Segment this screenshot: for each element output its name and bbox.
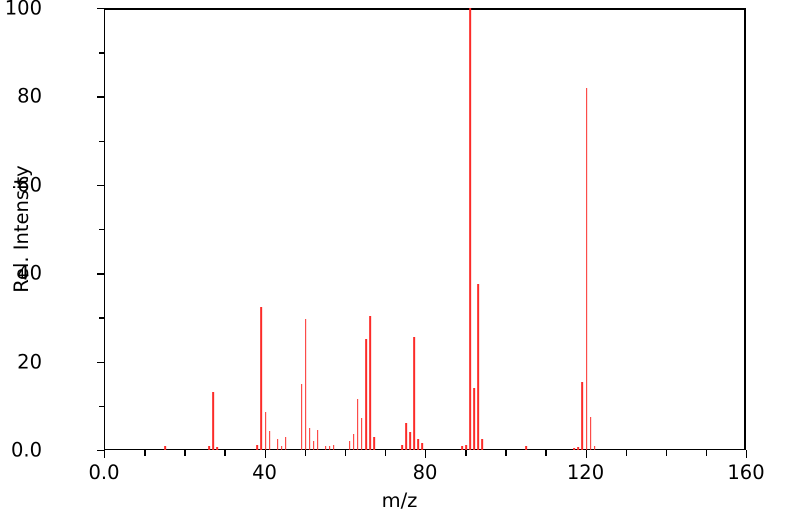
spectrum-peak	[208, 446, 211, 450]
spectrum-peak	[593, 445, 596, 450]
spectrum-peak	[405, 423, 407, 450]
spectrum-peak	[324, 446, 327, 450]
y-axis-tick	[97, 96, 105, 98]
spectrum-peak	[413, 337, 415, 450]
spectrum-peak	[421, 443, 423, 450]
x-axis-tick-label: 40	[252, 461, 277, 484]
y-axis-tick-label: 20	[17, 350, 42, 374]
plot-right-spine	[744, 8, 746, 450]
y-axis-tick-label: 100	[4, 0, 42, 20]
y-axis-minor-tick	[99, 140, 105, 142]
spectrum-peak	[216, 446, 219, 450]
spectrum-peak	[332, 444, 335, 450]
spectrum-peak	[372, 436, 375, 450]
y-axis-tick-label: 80	[17, 84, 42, 108]
x-axis-tick-label: 160	[727, 461, 765, 484]
spectrum-peak	[409, 432, 411, 450]
spectrum-peak	[525, 446, 528, 450]
x-axis-minor-tick	[184, 450, 186, 456]
y-axis-tick-label: 40	[17, 261, 42, 285]
y-axis-tick	[97, 184, 105, 187]
spectrum-peaks	[105, 8, 747, 450]
y-axis-label: Rel. Intensity	[10, 165, 33, 293]
spectrum-peak	[260, 307, 263, 450]
spectrum-peak	[304, 318, 307, 450]
spectrum-peak	[284, 436, 287, 450]
x-axis-tick	[104, 450, 106, 458]
spectrum-peak	[477, 284, 479, 450]
spectrum-peak	[328, 445, 331, 450]
x-axis-minor-tick	[545, 450, 547, 456]
y-axis-tick	[97, 273, 105, 275]
spectrum-peak	[356, 399, 359, 450]
spectrum-peak	[348, 441, 351, 450]
x-axis-minor-tick	[144, 450, 146, 456]
y-axis-minor-tick	[99, 52, 105, 54]
spectrum-peak	[481, 438, 484, 450]
spectrum-peak	[280, 445, 283, 450]
spectrum-peak	[212, 391, 215, 450]
x-axis-minor-tick	[505, 450, 507, 456]
y-axis-minor-tick	[99, 405, 105, 408]
spectrum-peak	[473, 388, 475, 450]
spectrum-peak	[364, 339, 367, 450]
y-axis-tick-label: 0.0	[10, 438, 42, 462]
x-axis-tick	[746, 450, 748, 458]
x-axis-minor-tick	[465, 450, 467, 456]
spectrum-peak	[360, 418, 363, 450]
x-axis-minor-tick	[304, 450, 307, 456]
spectrum-peak	[368, 315, 371, 450]
plot-area	[104, 8, 746, 450]
spectrum-peak	[300, 383, 303, 450]
x-axis-minor-tick	[384, 450, 387, 456]
spectrum-peak	[308, 427, 311, 450]
spectrum-peak	[268, 431, 271, 450]
plot-top-spine	[104, 8, 746, 10]
spectrum-peak	[164, 445, 167, 450]
x-axis-tick-label: 0.0	[88, 461, 120, 484]
x-axis-tick	[585, 450, 587, 458]
y-axis-tick	[97, 8, 105, 10]
spectrum-peak	[577, 447, 580, 450]
x-axis-minor-tick	[665, 450, 668, 456]
y-axis-tick	[97, 450, 105, 452]
spectrum-peak	[585, 87, 588, 450]
x-axis-minor-tick	[705, 450, 708, 456]
x-axis-minor-tick	[224, 450, 226, 456]
spectrum-peak	[352, 434, 355, 450]
x-axis-tick-label: 120	[566, 461, 605, 484]
spectrum-peak	[312, 441, 315, 450]
spectrum-peak	[469, 8, 471, 450]
spectrum-peak	[581, 381, 584, 450]
y-axis-tick-label: 60	[17, 173, 42, 197]
x-axis-minor-tick	[344, 450, 347, 456]
y-axis-tick	[97, 361, 105, 363]
spectrum-peak	[316, 430, 319, 450]
spectrum-peak	[264, 412, 267, 450]
x-axis-tick-label: 80	[412, 461, 438, 484]
spectrum-peak	[465, 444, 467, 450]
spectrum-peak	[589, 416, 592, 450]
y-axis-minor-tick	[99, 229, 105, 231]
y-axis-minor-tick	[99, 317, 105, 319]
x-axis-tick	[264, 450, 266, 458]
x-axis-tick	[425, 450, 427, 458]
spectrum-peak	[401, 444, 403, 450]
x-axis-minor-tick	[625, 450, 628, 456]
spectrum-peak	[573, 447, 576, 450]
spectrum-peak	[417, 438, 419, 450]
x-axis-label: m/z	[381, 489, 418, 512]
spectrum-peak	[461, 445, 463, 450]
spectrum-peak	[276, 438, 279, 450]
spectrum-peak	[256, 444, 259, 450]
